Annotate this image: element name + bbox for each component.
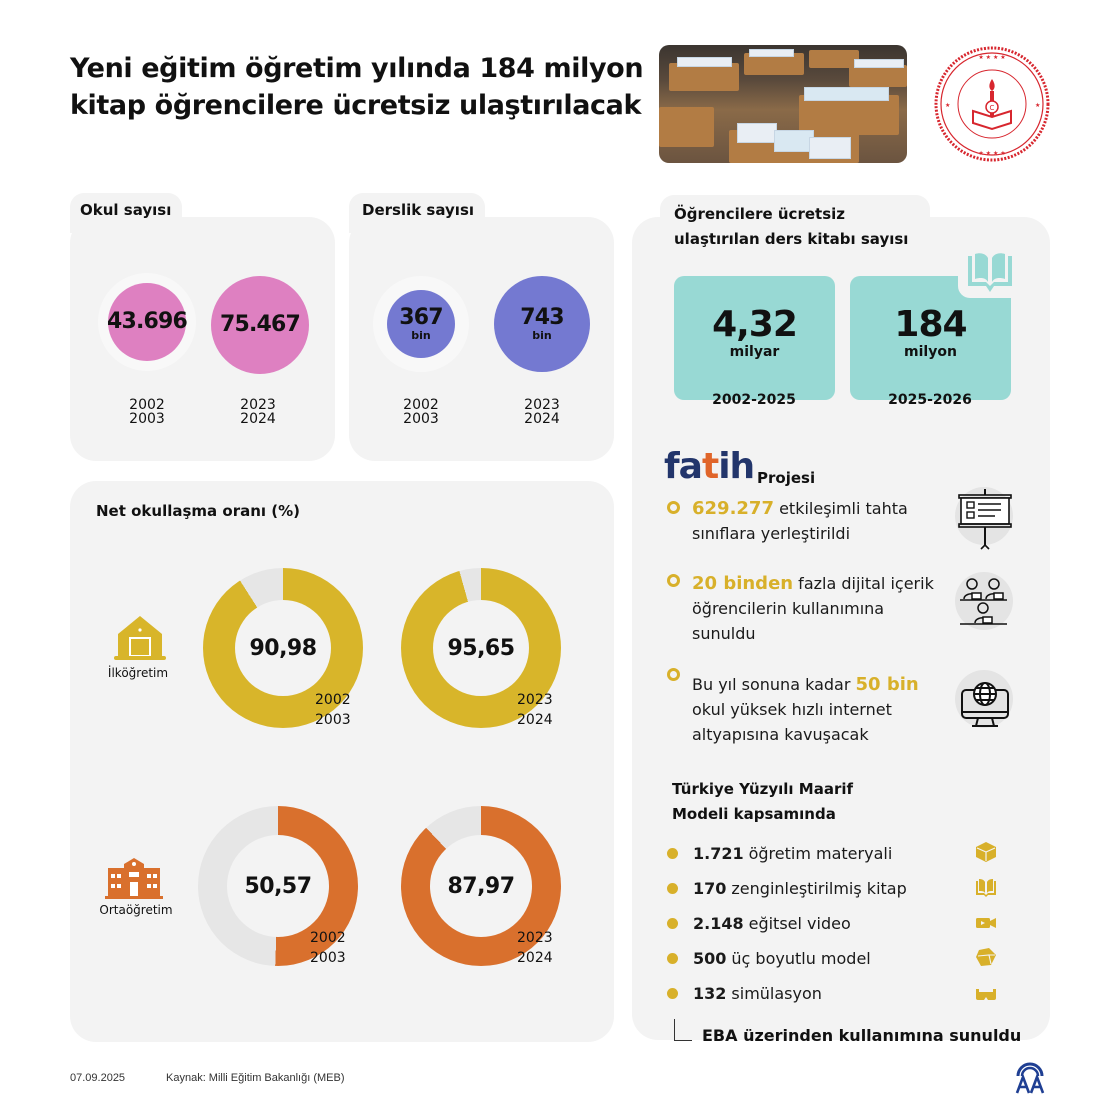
high-school-donut-2023: 87,97 [401,806,561,966]
classroom-value-2023: 743 [520,305,564,330]
textbook-current-value: 184 [894,304,967,345]
school-value-2002: 43.696 [106,309,188,334]
high-school-value-2023: 87,97 [447,873,515,899]
high-school-years-2023: 2023 2024 [517,930,553,966]
school-years-2023: 2023 2024 [240,397,276,427]
school-years-2002: 2002 2003 [129,397,165,427]
vr-headset-icon [976,989,996,1000]
video-camera-icon [976,918,996,928]
tymm-item: 1.721 öğretim materyali [667,843,892,863]
primary-value-2023: 95,65 [447,635,515,661]
high-school-donut-2002: 50,57 [198,806,358,966]
school-value-2023: 75.467 [219,312,301,337]
ministry-seal-logo: ★ ★ ★ ★ ★ ★ ★ ★ ★ ★ C [934,46,1050,162]
tymm-item: 132 simülasyon [667,983,822,1003]
fatih-item-1: 629.277 etkileşimli tahta sınıflara yerl… [692,498,908,543]
primary-value-2002: 90,98 [249,635,317,661]
high-school-label: Ortaöğretim [99,903,173,917]
open-book-icon [976,879,996,897]
eba-note: EBA üzerinden kullanımına sunuldu [674,1019,1021,1045]
primary-donut-2023: 95,65 [401,568,561,728]
svg-text:C: C [990,104,995,112]
school-bubble-2002: 43.696 [106,283,188,361]
fatih-item-2: 20 binden fazla dijital içerik öğrencile… [692,573,934,643]
high-school-building-icon [105,858,163,899]
classroom-bubble-2002: 367 bin [387,290,455,358]
fatih-project-label: Projesi [757,469,816,487]
high-school-value-2002: 50,57 [244,873,312,899]
tymm-item: 170 zenginleştirilmiş kitap [667,878,907,898]
open-book-icon [968,253,1012,292]
school-bubble-2023: 75.467 [211,276,309,374]
primary-school-label: İlköğretim [107,666,169,680]
footer-source: Kaynak: Milli Eğitim Bakanlığı (MEB) [166,1072,345,1084]
textbook-total-years: 2002-2025 [712,392,796,408]
primary-years-2002: 2002 2003 [315,692,351,728]
textbook-total-unit: milyar [729,344,780,360]
high-school-years-2002: 2002 2003 [310,930,346,966]
tymm-item: 2.148 eğitsel video [667,913,851,933]
3d-box-icon [976,948,996,966]
classroom-years-2023: 2023 2024 [524,397,560,427]
school-count-title: Okul sayısı [80,201,172,219]
primary-school-house-icon [114,616,166,660]
tymm-item: 500 üç boyutlu model [667,948,871,968]
primary-years-2023: 2023 2024 [517,692,553,728]
classroom-unit-2023: bin [532,329,552,342]
footer-date: 07.09.2025 [70,1072,126,1084]
primary-donut-2002: 90,98 [203,568,363,728]
tymm-title: Türkiye Yüzyılı Maarif Modeli kapsamında [672,780,854,823]
bullet-ring-icon [667,668,680,681]
classroom-bubble-2023: 743 bin [494,276,590,372]
students-laptops-icon [960,578,1007,625]
textbook-current-years: 2025-2026 [888,392,972,408]
presentation-board-icon [958,489,1012,550]
cube-icon [976,842,996,862]
textbook-total-value: 4,32 [712,304,798,345]
svg-text:★ ★ ★ ★: ★ ★ ★ ★ [978,54,1005,61]
fatih-logo: fatih [664,446,755,487]
arrow-right-icon [674,1019,692,1041]
bullet-ring-icon [667,501,680,514]
classroom-unit-2002: bin [411,329,431,342]
classroom-count-title: Derslik sayısı [362,201,475,219]
svg-text:★: ★ [945,102,950,109]
svg-text:★ ★ ★ ★: ★ ★ ★ ★ [978,150,1005,157]
classroom-photo [659,45,907,163]
anadolu-agency-logo [1015,1062,1045,1094]
globe-monitor-icon [961,682,1009,727]
textbook-current-unit: milyon [904,344,957,360]
bullet-ring-icon [667,574,680,587]
classroom-value-2002: 367 [399,305,443,330]
page-title: Yeni eğitim öğretim yılında 184 milyon k… [70,53,644,121]
textbook-card-total: 4,32 milyar [674,276,835,400]
enrollment-rate-title: Net okullaşma oranı (%) [96,502,300,520]
svg-text:★: ★ [1035,102,1040,109]
textbook-title: Öğrencilere ücretsiz ulaştırılan ders ki… [674,205,909,248]
fatih-item-3: Bu yıl sonuna kadar 50 bin okul yüksek h… [692,674,919,744]
classroom-years-2002: 2002 2003 [403,397,439,427]
